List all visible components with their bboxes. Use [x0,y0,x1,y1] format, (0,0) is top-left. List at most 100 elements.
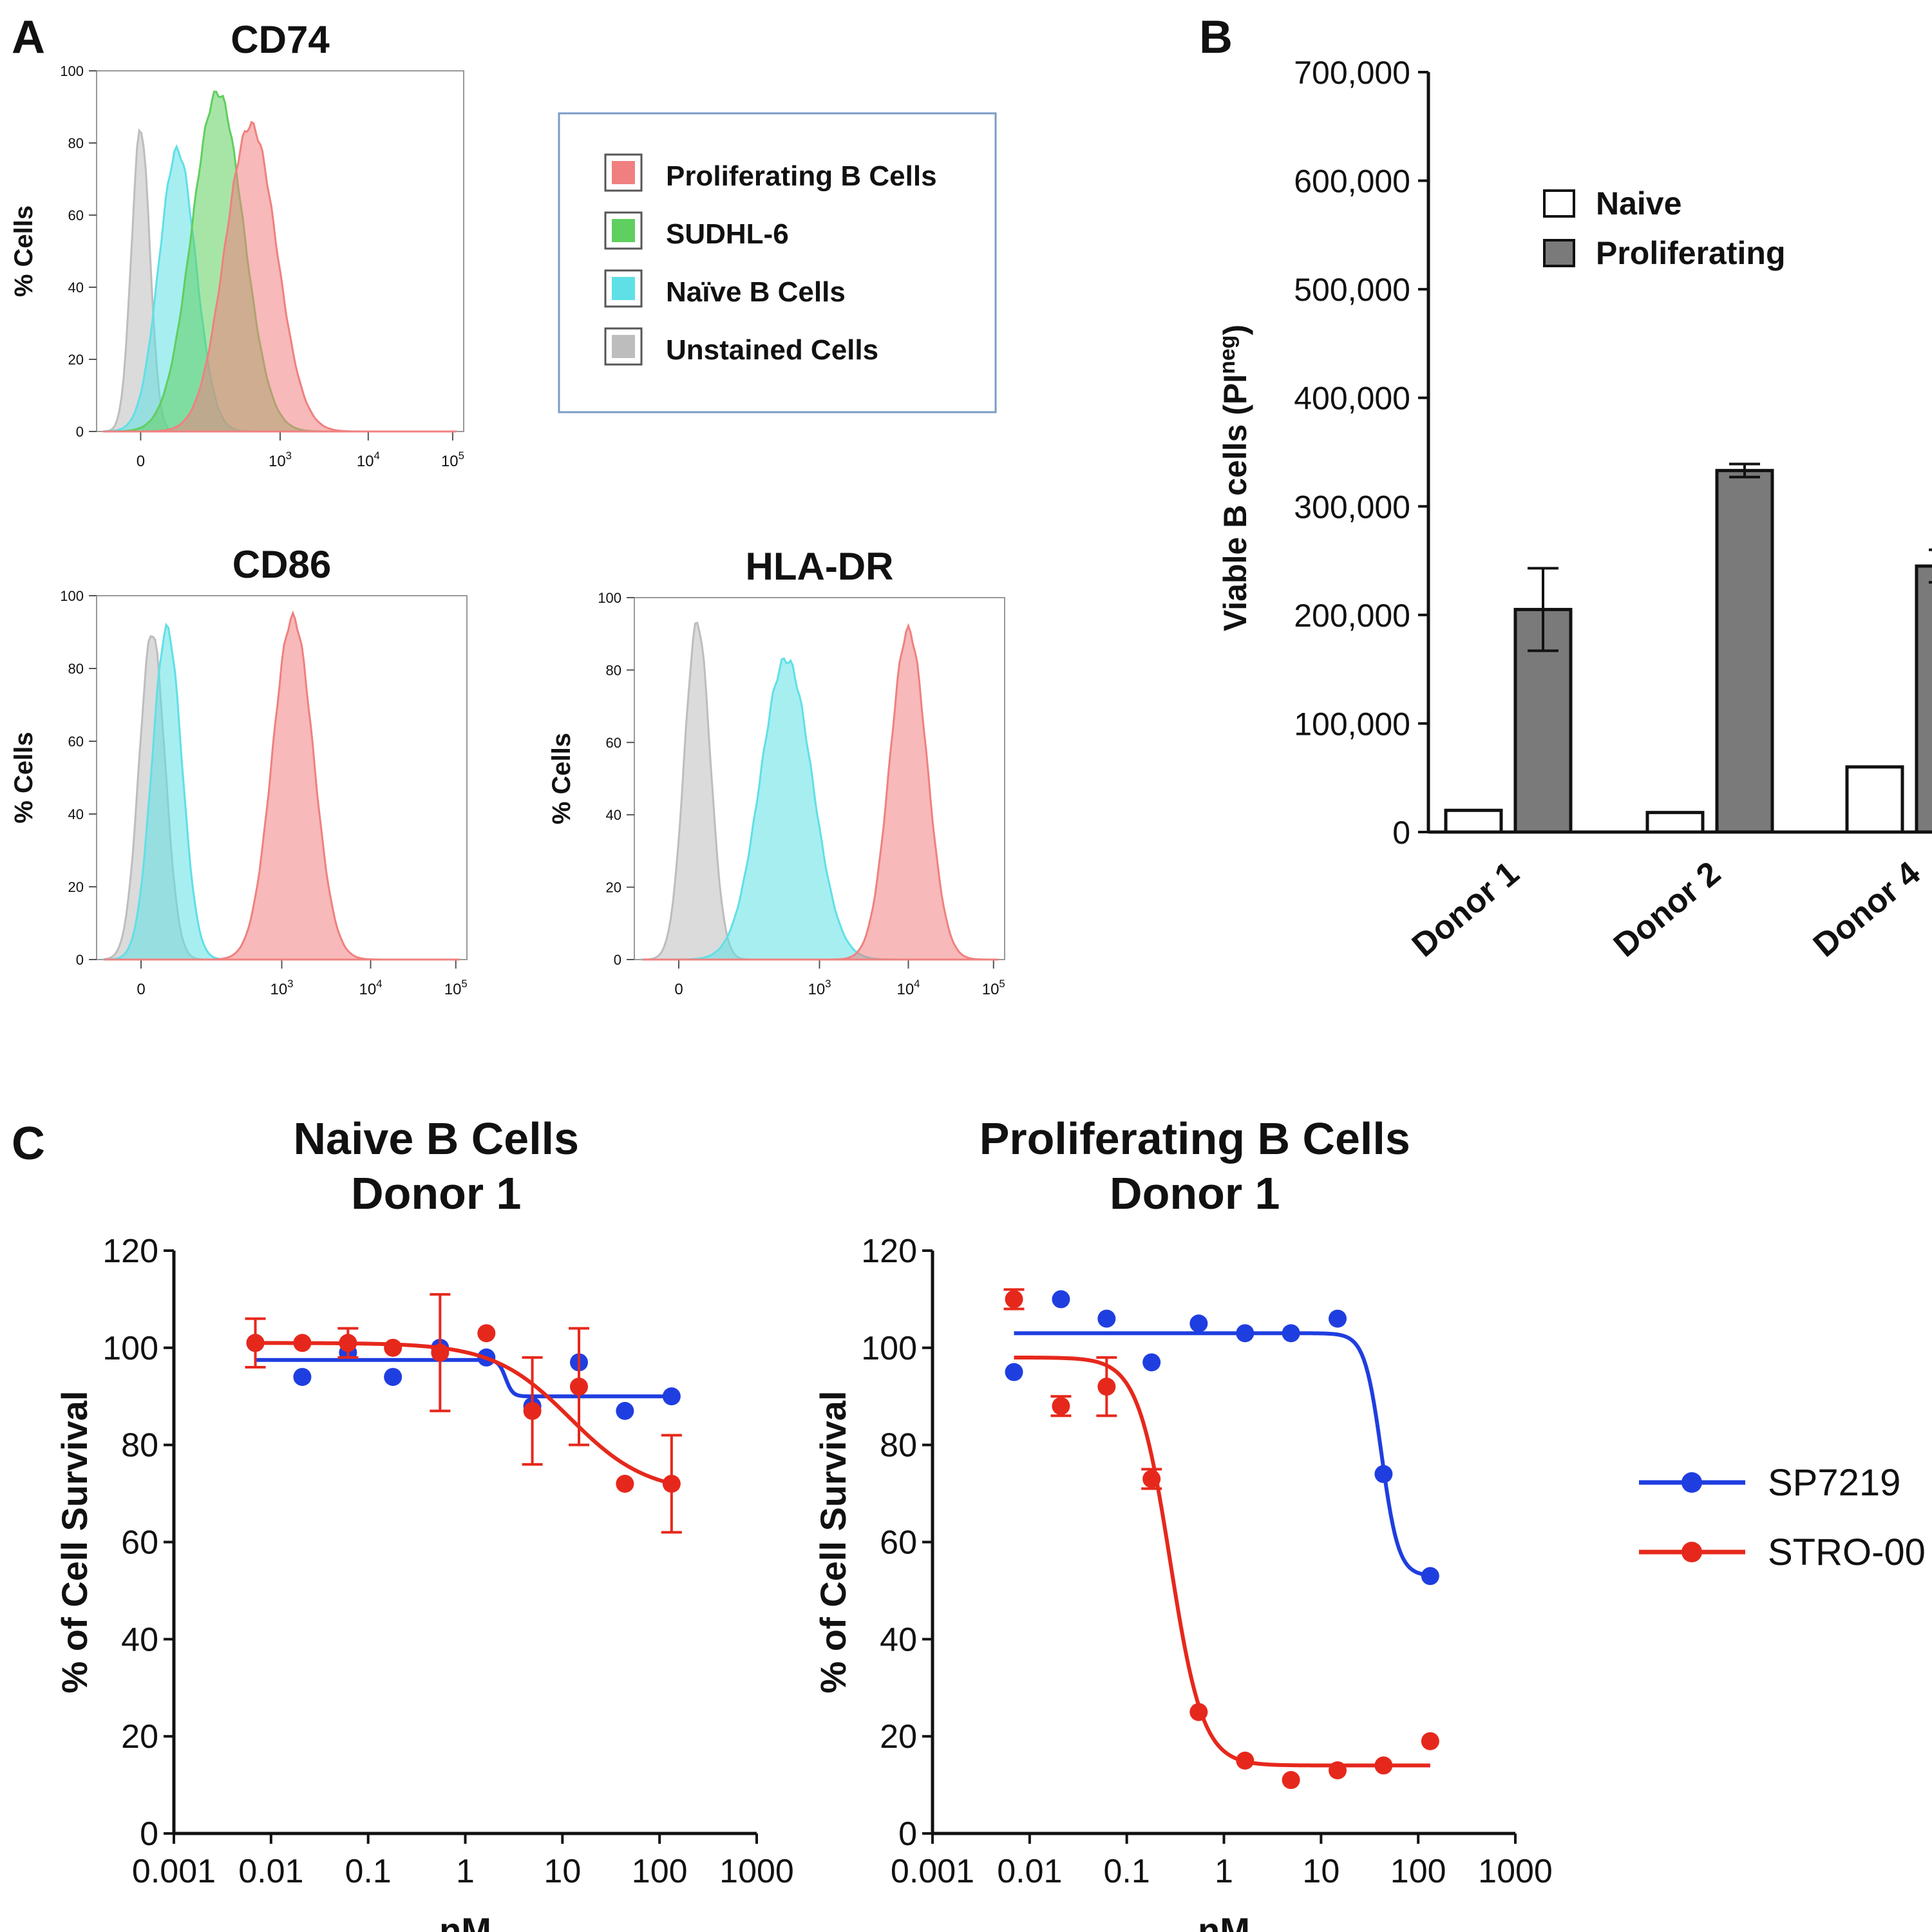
data-point-sp7219 [1189,1314,1208,1333]
panel-label-a: A [12,12,45,63]
data-point-stro-001 [616,1475,634,1493]
cd74-histogram: CD74 % Cells 0 20 40 60 80 100 0 103 104 105 [10,18,464,470]
legend-label-sudhl6: SUDHL-6 [666,218,789,250]
legend-label-naive: Naïve B Cells [666,276,846,308]
histogram-proliferating-b-cells [104,610,460,961]
y-axis-label: % Cells [10,205,38,297]
data-point-stro-001 [1421,1732,1439,1750]
y-tick-label: 0 [1392,815,1410,851]
y-tick-label: 100 [60,588,84,604]
x-tick-label: 0.1 [345,1853,392,1890]
fit-curve-stro-001 [255,1341,672,1486]
y-tick-label: 80 [68,661,84,677]
legend-swatch-naive [1543,189,1575,218]
panel-label-c: C [12,1118,45,1170]
bar-naive [1645,811,1705,834]
x-tick-label: 1 [456,1853,475,1890]
y-tick-label: 60 [606,735,621,751]
data-point-sp7219 [1097,1309,1116,1328]
legend-swatch-sudhl6 [612,219,635,242]
legend-marker-stro [1681,1542,1702,1562]
flow-legend: Proliferating B Cells SUDHL-6 Naïve B Ce… [558,112,997,413]
y-tick-label: 200,000 [1294,598,1410,634]
y-tick-label: 700,000 [1294,55,1410,91]
x-tick-label: 103 [269,450,292,470]
legend-swatch-frame [604,153,643,192]
x-tick-label: 0 [137,453,145,470]
x-tick-label: 105 [982,978,1005,998]
data-point-stro-001 [1097,1378,1116,1396]
x-tick-label: 0 [137,981,145,998]
chart-title-line1: Proliferating B Cells [980,1113,1410,1164]
y-tick-label: 40 [880,1621,917,1658]
data-point-sp7219 [1005,1363,1023,1381]
y-tick-label: 0 [140,1815,158,1853]
bar-proliferating [1915,564,1932,834]
y-tick-label: 600,000 [1294,164,1410,200]
y-tick-label: 20 [68,352,84,368]
data-point-stro-001 [339,1334,357,1352]
y-tick-label: 60 [121,1524,158,1562]
data-point-sp7219 [1329,1309,1347,1328]
y-tick-label: 100 [861,1330,917,1367]
y-tick-label: 20 [606,880,621,896]
histogram-proliferating-b-cells [104,120,457,433]
data-point-stro-001 [246,1334,265,1352]
y-tick-label: 40 [606,807,621,823]
bar-naive [1845,765,1904,834]
y-tick-label: 60 [68,207,84,223]
x-tick-label: 103 [270,978,293,998]
x-tick-label: Donor 4 [1806,855,1927,965]
x-tick-label: 10 [544,1853,581,1890]
y-tick-label: 120 [861,1233,917,1270]
bar-naive [1444,808,1503,834]
y-tick-label: 20 [880,1718,917,1756]
y-tick-label: 80 [606,662,621,678]
x-tick-label: 104 [359,978,382,998]
chart-title-line1: Naive B Cells [293,1113,579,1164]
fit-curve-sp7219 [1014,1331,1431,1578]
legend-swatch-proliferating [612,161,635,184]
legend-label-naive: Naive [1596,185,1681,222]
y-axis-label: % of Cell Survival [54,1391,95,1694]
legend-label-proliferating: Proliferating [1596,235,1785,271]
legend-label-proliferating: Proliferating B Cells [666,160,937,192]
y-tick-label: 80 [880,1427,917,1464]
dose-response-legend: SP7219 STRO-00 [1639,1462,1926,1573]
y-tick-label: 20 [121,1718,158,1756]
y-tick-label: 0 [76,424,84,440]
x-tick-label: 104 [896,978,920,998]
x-tick-label: 1000 [1478,1853,1553,1890]
y-tick-label: 80 [121,1427,158,1464]
chart-title-line2: Donor 1 [351,1168,521,1218]
data-point-sp7219 [662,1387,681,1406]
legend-swatch-naive [612,277,635,300]
y-tick-label: 40 [121,1621,158,1658]
fit-curve-sp7219 [255,1358,672,1399]
bar-proliferating [1715,469,1774,834]
chart-title: HLA-DR [746,545,894,588]
x-tick-label: Donor 1 [1405,855,1526,965]
y-axis-label: % Cells [10,732,38,823]
panel-label-b: B [1199,12,1233,63]
chart-title: CD86 [232,543,331,586]
x-tick-label: 0.01 [997,1853,1062,1890]
legend-swatch-proliferating [1543,239,1575,267]
chart-title: CD74 [231,18,330,61]
histogram-proliferating-b-cells [641,623,998,961]
chart-title-line2: Donor 1 [1110,1168,1280,1218]
cd86-histogram: CD86 % Cells 0 20 40 60 80 100 0 103 104 105 [10,543,468,998]
x-tick-label: 1 [1215,1853,1233,1890]
x-tick-label: 0.001 [891,1853,974,1890]
data-point-stro-001 [1052,1397,1070,1416]
x-tick-label: 0.001 [132,1853,216,1890]
data-point-stro-001 [1189,1703,1208,1721]
data-point-stro-001 [293,1334,312,1352]
data-point-stro-001 [384,1338,402,1357]
y-tick-label: 400,000 [1294,381,1410,417]
data-point-stro-001 [1282,1771,1300,1790]
y-tick-label: 60 [68,734,84,750]
data-point-stro-001 [1236,1751,1255,1770]
